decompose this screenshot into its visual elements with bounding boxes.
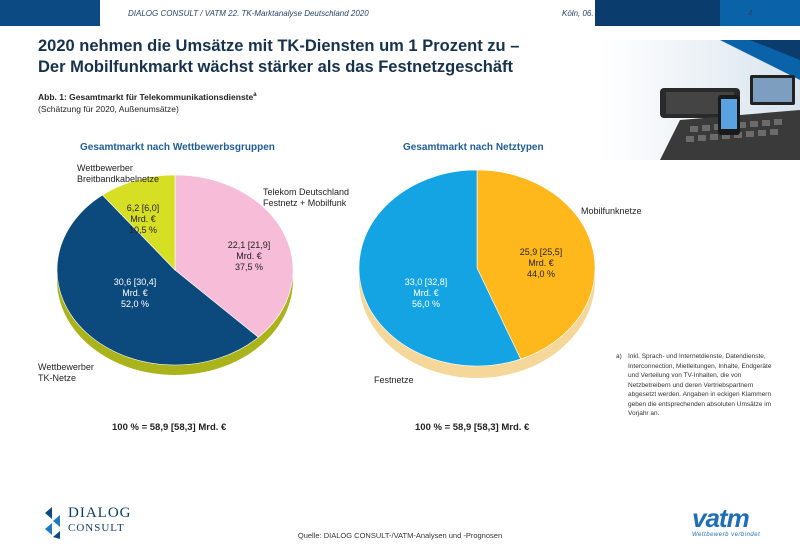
percent-telekom: 37,5 % [234, 262, 264, 272]
category-label-breitband: Wettbewerber Breitbandkabelnetze [77, 163, 159, 185]
footnote-text: Inkl. Sprach- und Internetdienste, Daten… [628, 353, 772, 417]
chart2-title: Gesamtmarkt nach Netztypen [403, 142, 544, 153]
category-label-tk-netze: Wettbewerber TK-Netze [38, 362, 94, 384]
dialog-logo-mark [45, 507, 60, 539]
percent-tk-netze: 52,0 % [120, 299, 150, 309]
figure-caption-text: Abb. 1: Gesamtmarkt für Telekommunikatio… [38, 92, 254, 102]
chart2-total: 100 % = 58,9 [58,3] Mrd. € [415, 422, 530, 433]
slice-wettbewerber-breitbandkabel [102, 174, 176, 271]
data-label-festnetze: 33,0 [32,8] Mrd. € 56,0 % [386, 277, 466, 310]
dialog-logo-word: DIALOG [68, 505, 132, 521]
category-breitband-line2: Breitbandkabelnetze [77, 174, 160, 184]
value-festnetze: 33,0 [32,8] [404, 277, 448, 287]
category-telekom-line2: Festnetz + Mobilfunk [263, 198, 347, 208]
category-breitband-line1: Wettbewerber [77, 163, 133, 173]
title-line-2: Der Mobilfunkmarkt wächst stärker als da… [38, 58, 513, 76]
vatm-slogan: Wettbewerb verbindet [692, 532, 761, 538]
pie-chart-wettbewerbsgruppen [56, 174, 294, 375]
chart1-title: Gesamtmarkt nach Wettbewerbsgruppen [80, 142, 275, 153]
vatm-logo-word: vatm [692, 503, 750, 533]
category-label-mobilfunk: Mobilfunknetze [581, 206, 642, 216]
unit-breitband: Mrd. € [130, 214, 156, 224]
value-tk-netze: 30,6 [30,4] [113, 277, 157, 287]
category-tk-netze-line1: Wettbewerber [38, 362, 94, 372]
chart1-total: 100 % = 58,9 [58,3] Mrd. € [112, 422, 227, 433]
pie-chart-netztypen [358, 169, 596, 378]
percent-mobilfunk: 44,0 % [526, 269, 556, 279]
unit-mobilfunk: Mrd. € [528, 258, 554, 268]
category-label-festnetze: Festnetze [374, 375, 414, 385]
value-mobilfunk: 25,9 [25,5] [519, 247, 563, 257]
figure-subcaption: (Schätzung für 2020, Außenumsätze) [38, 104, 179, 114]
value-telekom: 22,1 [21,9] [227, 240, 271, 250]
percent-festnetze: 56,0 % [411, 299, 441, 309]
page-number: 4 [748, 9, 753, 18]
footnote-marker: a) [616, 353, 622, 360]
slice-wettbewerber-tk-netze [56, 194, 259, 366]
slice-mobilfunknetze [476, 169, 596, 360]
figure-caption-sup: a [253, 92, 257, 99]
vatm-logo: vatm Wettbewerb verbindet [692, 503, 761, 538]
header-left-text: DIALOG CONSULT / VATM 22. TK-Marktanalys… [128, 9, 369, 18]
dialog-consult-logo: DIALOG CONSULT [42, 505, 152, 546]
header-accent-block [0, 0, 100, 26]
value-breitband: 6,2 [6,0] [126, 203, 160, 213]
unit-tk-netze: Mrd. € [122, 288, 148, 298]
slice-telekom-deutschland [174, 174, 294, 338]
category-telekom-line1: Telekom Deutschland [263, 187, 350, 197]
source-note: Quelle: DIALOG CONSULT-/VATM-Analysen un… [297, 531, 503, 540]
figure-caption: Abb. 1: Gesamtmarkt für Telekommunikatio… [38, 92, 257, 102]
category-tk-netze-line2: TK-Netze [38, 373, 77, 383]
percent-breitband: 10,5 % [128, 225, 158, 235]
data-label-telekom: 22,1 [21,9] Mrd. € 37,5 % [214, 240, 284, 273]
unit-festnetze: Mrd. € [413, 288, 439, 298]
phone-keyboard-image [600, 40, 800, 160]
unit-telekom: Mrd. € [236, 251, 262, 261]
page-title: 2020 nehmen die Umsätze mit TK-Diensten … [38, 36, 519, 78]
data-label-breitband: 6,2 [6,0] Mrd. € 10,5 % [118, 203, 168, 236]
category-label-telekom: Telekom Deutschland Festnetz + Mobilfunk [263, 187, 349, 209]
footnote: a) Inkl. Sprach- und Internetdienste, Da… [616, 352, 778, 419]
header-bar: DIALOG CONSULT / VATM 22. TK-Marktanalys… [0, 0, 800, 26]
dialog-logo-sub: CONSULT [68, 522, 125, 534]
header-corner-light [720, 0, 800, 26]
title-line-1: 2020 nehmen die Umsätze mit TK-Diensten … [38, 37, 520, 55]
slice-festnetze [358, 169, 522, 367]
data-label-tk-netze: 30,6 [30,4] Mrd. € 52,0 % [90, 277, 180, 310]
data-label-mobilfunk: 25,9 [25,5] Mrd. € 44,0 % [506, 247, 576, 280]
